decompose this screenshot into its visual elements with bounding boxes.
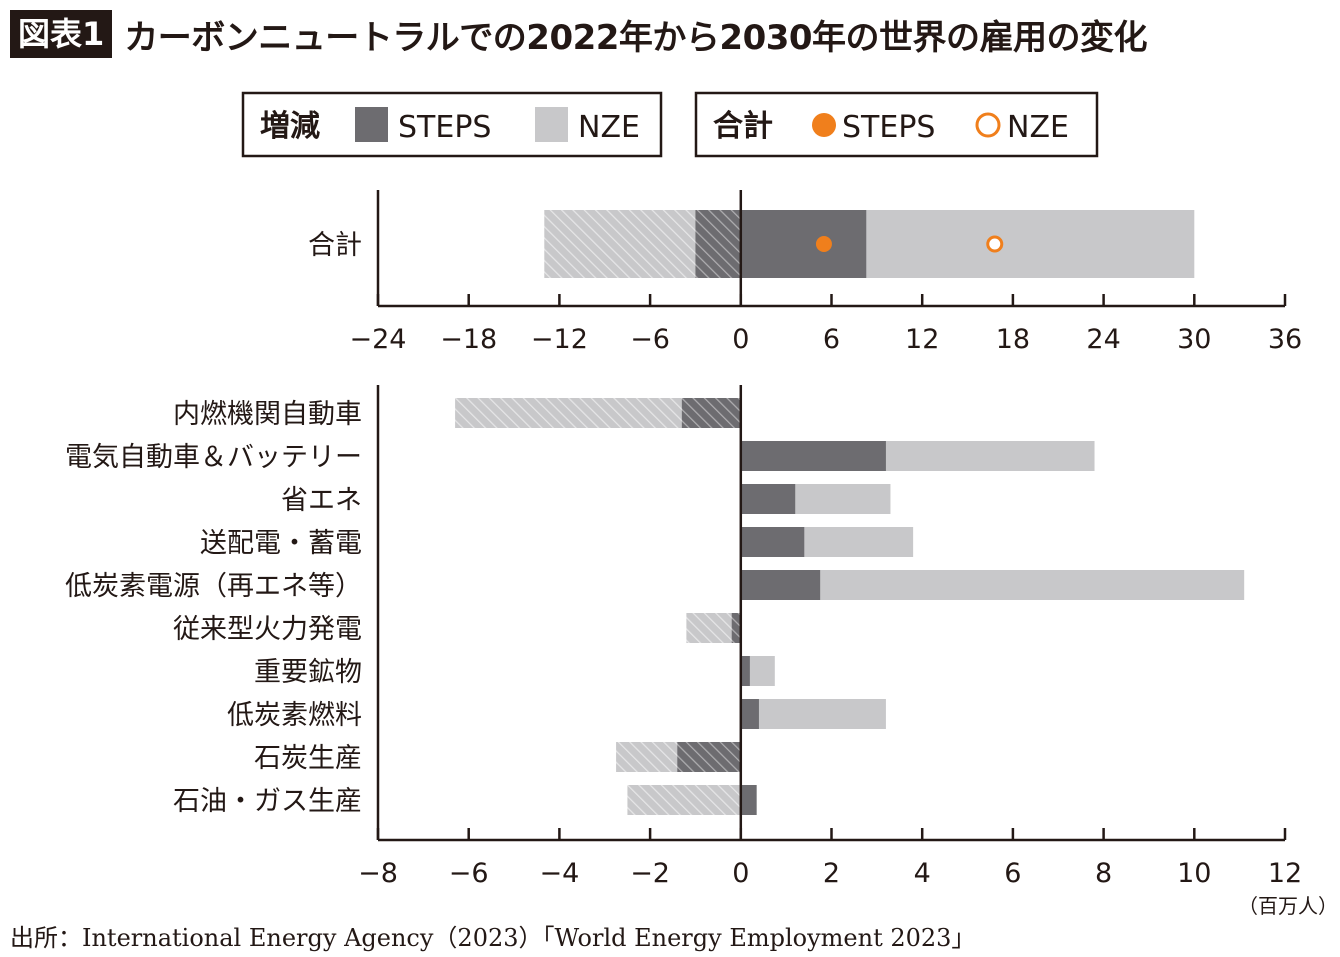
legend-total-steps-label: STEPS <box>842 110 935 145</box>
x-tick-label: 6 <box>1004 858 1021 889</box>
x-tick-label: 18 <box>996 324 1030 355</box>
source-note: 出所：International Energy Agency（2023）「Wor… <box>10 924 976 952</box>
bar-steps-positive <box>740 699 759 729</box>
x-tick-label: −2 <box>630 858 670 889</box>
legend-total-heading: 合計 <box>713 109 773 144</box>
plot-total: 合計 −24 −18 −12 −6 0 6 12 18 24 30 36 <box>308 190 1302 355</box>
category-label: 従来型火力発電 <box>173 614 362 645</box>
legend-steps-swatch <box>355 107 388 142</box>
legend-steps-marker <box>812 113 836 137</box>
x-tick-label: −12 <box>531 324 588 355</box>
bar-steps-negative <box>731 613 741 643</box>
x-tick-label: 10 <box>1177 858 1211 889</box>
bar-steps-negative <box>681 398 741 428</box>
legend-total-frame <box>694 91 1099 158</box>
legend-nze-marker <box>975 112 1001 138</box>
x-tick-label: −4 <box>539 858 579 889</box>
category-label: 石油・ガス生産 <box>173 786 362 817</box>
x-tick-label: 0 <box>732 858 749 889</box>
x-tick-label: 2 <box>823 858 840 889</box>
category-label: 電気自動車＆バッテリー <box>65 442 362 473</box>
category-label: 石炭生産 <box>254 743 362 774</box>
category-label: 内燃機関自動車 <box>173 399 362 430</box>
bar-nze-negative <box>627 785 741 815</box>
category-label: 重要鉱物 <box>254 657 362 688</box>
category-label: 送配電・蓄電 <box>200 528 362 559</box>
bar-steps-negative <box>677 742 741 772</box>
x-tick-label: 30 <box>1177 324 1211 355</box>
chart-title: カーボンニュートラルでの2022年から2030年の世界の雇用の変化 <box>124 17 1148 58</box>
bar-steps-positive <box>740 527 805 557</box>
x-tick-label: −6 <box>449 858 489 889</box>
bar-steps-positive <box>740 441 886 471</box>
category-label: 低炭素電源（再エネ等） <box>65 571 362 602</box>
x-tick-label: 4 <box>914 858 931 889</box>
category-label: 低炭素燃料 <box>227 700 362 731</box>
total-marker-nze <box>986 235 1004 253</box>
bar-nze-positive <box>740 570 1245 600</box>
legend-total-nze-label: NZE <box>1007 110 1069 145</box>
x-tick-label: 12 <box>1268 858 1302 889</box>
legend-change-heading: 増減 <box>260 109 320 144</box>
bar-steps-positive <box>740 656 750 686</box>
x-tick-label: −24 <box>350 324 407 355</box>
title-bar: 図表1 カーボンニュートラルでの2022年から2030年の世界の雇用の変化 <box>10 8 1148 60</box>
x-tick-label: 12 <box>905 324 939 355</box>
category-label: 合計 <box>308 230 362 261</box>
bar-steps-positive <box>740 785 757 815</box>
x-tick-label: 6 <box>823 324 840 355</box>
x-tick-label: 36 <box>1268 324 1302 355</box>
legend-nze-label: NZE <box>578 110 640 145</box>
bar-steps-positive <box>740 484 796 514</box>
unit-label: （百万人） <box>1238 894 1338 918</box>
legend-total: 合計 STEPS NZE <box>694 91 1099 158</box>
x-tick-label: −6 <box>630 324 670 355</box>
x-tick-label: 8 <box>1095 858 1112 889</box>
category-label: 省エネ <box>281 485 362 516</box>
x-tick-label: −8 <box>358 858 398 889</box>
legend-change: 増減 STEPS NZE <box>241 91 663 158</box>
x-tick-label: 0 <box>732 324 749 355</box>
bar-steps-positive <box>740 210 867 278</box>
bar-steps-positive <box>740 570 821 600</box>
bar-nze-positive <box>740 699 886 729</box>
figure-badge: 図表1 <box>10 10 113 58</box>
bar-steps-negative <box>695 210 741 278</box>
total-marker-steps <box>815 236 832 252</box>
legend-steps-label: STEPS <box>398 110 491 145</box>
legend-change-frame <box>241 91 663 158</box>
x-tick-label: 24 <box>1086 324 1120 355</box>
x-tick-label: −18 <box>440 324 497 355</box>
legend-nze-swatch <box>535 107 568 142</box>
